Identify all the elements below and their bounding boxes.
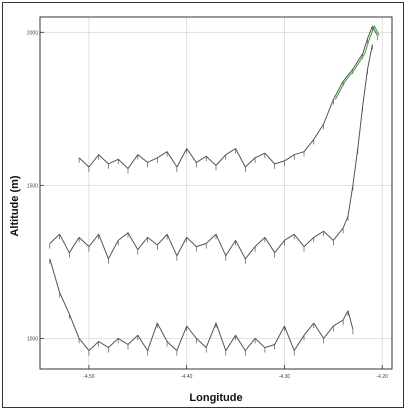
y-axis-title: Altitude (m) bbox=[9, 175, 21, 236]
track-line-1 bbox=[78, 25, 378, 169]
figure-frame bbox=[2, 2, 404, 408]
grid-lines bbox=[40, 17, 392, 369]
x-tick-label: -4.50 bbox=[83, 374, 95, 380]
x-tick-labels: -4.50 -4.40 -4.30 -4.20 bbox=[83, 365, 388, 380]
plot-area-border bbox=[39, 16, 393, 370]
series-layer bbox=[49, 25, 380, 356]
y-tick-label: 2000 bbox=[27, 30, 38, 36]
y-tick-label: 1500 bbox=[27, 183, 38, 189]
x-tick-label: -4.20 bbox=[377, 374, 389, 380]
x-axis-title: Longitude bbox=[189, 392, 242, 404]
track-highlight bbox=[334, 25, 380, 100]
y-tick-labels: 2000 1500 1000 bbox=[27, 30, 44, 342]
x-tick-label: -4.30 bbox=[279, 374, 291, 380]
x-tick-label: -4.40 bbox=[181, 374, 193, 380]
y-tick-label: 1000 bbox=[27, 336, 38, 342]
